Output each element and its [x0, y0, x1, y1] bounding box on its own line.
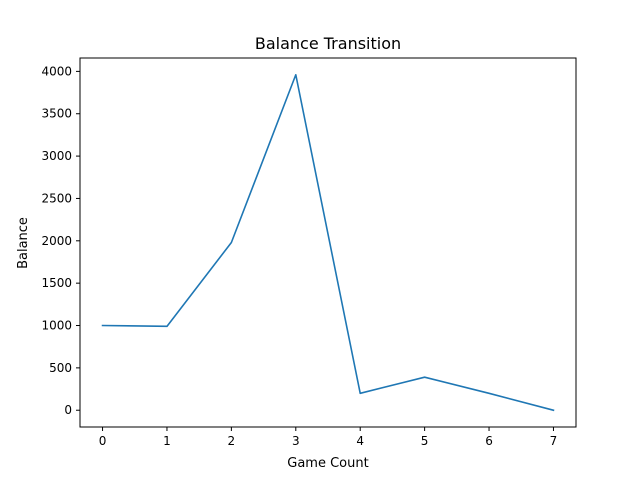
x-tick-label: 5 — [421, 434, 429, 448]
y-tick-label: 500 — [49, 361, 72, 375]
y-tick-label: 2500 — [41, 191, 72, 205]
x-tick-label: 6 — [485, 434, 493, 448]
y-tick-label: 1500 — [41, 276, 72, 290]
x-tick-label: 4 — [356, 434, 364, 448]
series-layer — [101, 73, 555, 412]
x-tick-label: 7 — [550, 434, 558, 448]
x-tick-label: 0 — [99, 434, 107, 448]
ticks-layer: 0 1 2 3 4 5 6 7 0 500 1000 1500 2000 2500 3000 3500 4000 — [41, 64, 557, 448]
y-tick-label: 2000 — [41, 234, 72, 248]
x-tick-label: 3 — [292, 434, 300, 448]
x-tick-label: 2 — [228, 434, 236, 448]
y-tick-label: 1000 — [41, 319, 72, 333]
y-tick-label: 3000 — [41, 149, 72, 163]
balance-series-line — [101, 73, 555, 412]
chart-title: Balance Transition — [255, 34, 401, 53]
y-tick-label: 0 — [64, 403, 72, 417]
y-tick-label: 3500 — [41, 107, 72, 121]
y-tick-label: 4000 — [41, 64, 72, 78]
x-axis-label: Game Count — [287, 456, 368, 471]
x-tick-label: 1 — [163, 434, 171, 448]
plot-frame — [79, 57, 577, 428]
y-axis-label: Balance — [16, 217, 31, 269]
